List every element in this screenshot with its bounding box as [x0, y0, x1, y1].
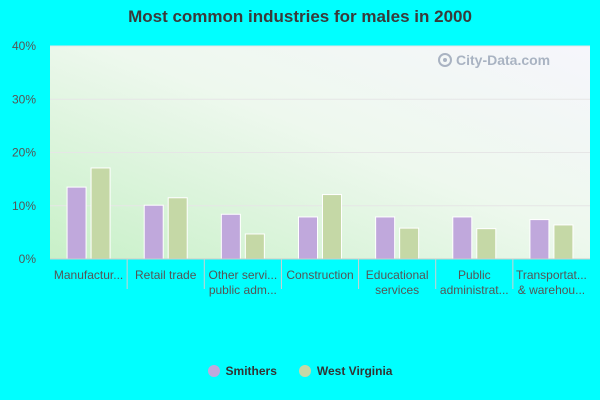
- watermark-text: City-Data.com: [456, 52, 551, 68]
- x-tick-label: Manufactur...: [54, 268, 123, 282]
- bar-west-virginia[interactable]: [553, 224, 574, 260]
- bar-smithers[interactable]: [66, 186, 87, 260]
- y-tick-label: 30%: [12, 92, 36, 106]
- x-tick-label: Educational services: [366, 268, 429, 297]
- y-tick-label: 20%: [12, 146, 36, 160]
- bar-west-virginia[interactable]: [476, 228, 497, 260]
- bar-smithers[interactable]: [298, 216, 318, 260]
- magnifier-icon: [438, 53, 452, 67]
- bar-west-virginia[interactable]: [244, 233, 265, 260]
- bar-west-virginia[interactable]: [167, 197, 188, 260]
- legend-item-smithers: Smithers: [207, 364, 277, 378]
- bar-smithers[interactable]: [375, 216, 396, 260]
- bar-west-virginia[interactable]: [399, 227, 420, 260]
- y-tick-label: 40%: [12, 39, 36, 53]
- bar-smithers[interactable]: [529, 219, 550, 260]
- legend-label-smithers: Smithers: [225, 364, 277, 378]
- bar-smithers[interactable]: [452, 216, 473, 260]
- legend: Smithers West Virginia: [0, 364, 600, 378]
- bar-smithers[interactable]: [220, 213, 241, 260]
- x-tick-label: Public administrat...: [440, 268, 509, 297]
- chart-title: Most common industries for males in 2000: [128, 7, 472, 26]
- legend-item-west-virginia: West Virginia: [298, 364, 393, 378]
- x-tick-label: Transportat... & warehou...: [516, 268, 587, 297]
- x-tick-label: Other servi... public adm...: [209, 268, 278, 297]
- legend-swatch-smithers: [207, 365, 220, 377]
- y-tick-label: 10%: [12, 199, 36, 213]
- bar-west-virginia[interactable]: [90, 167, 111, 260]
- bar-smithers[interactable]: [143, 204, 164, 260]
- legend-swatch-west-virginia: [298, 365, 311, 377]
- legend-label-west-virginia: West Virginia: [316, 364, 393, 378]
- x-tick-label: Retail trade: [135, 268, 197, 282]
- x-tick-label: Construction: [286, 268, 353, 282]
- watermark: City-Data.com: [438, 52, 550, 68]
- y-tick-label: 0%: [19, 252, 37, 266]
- bar-west-virginia[interactable]: [322, 194, 342, 260]
